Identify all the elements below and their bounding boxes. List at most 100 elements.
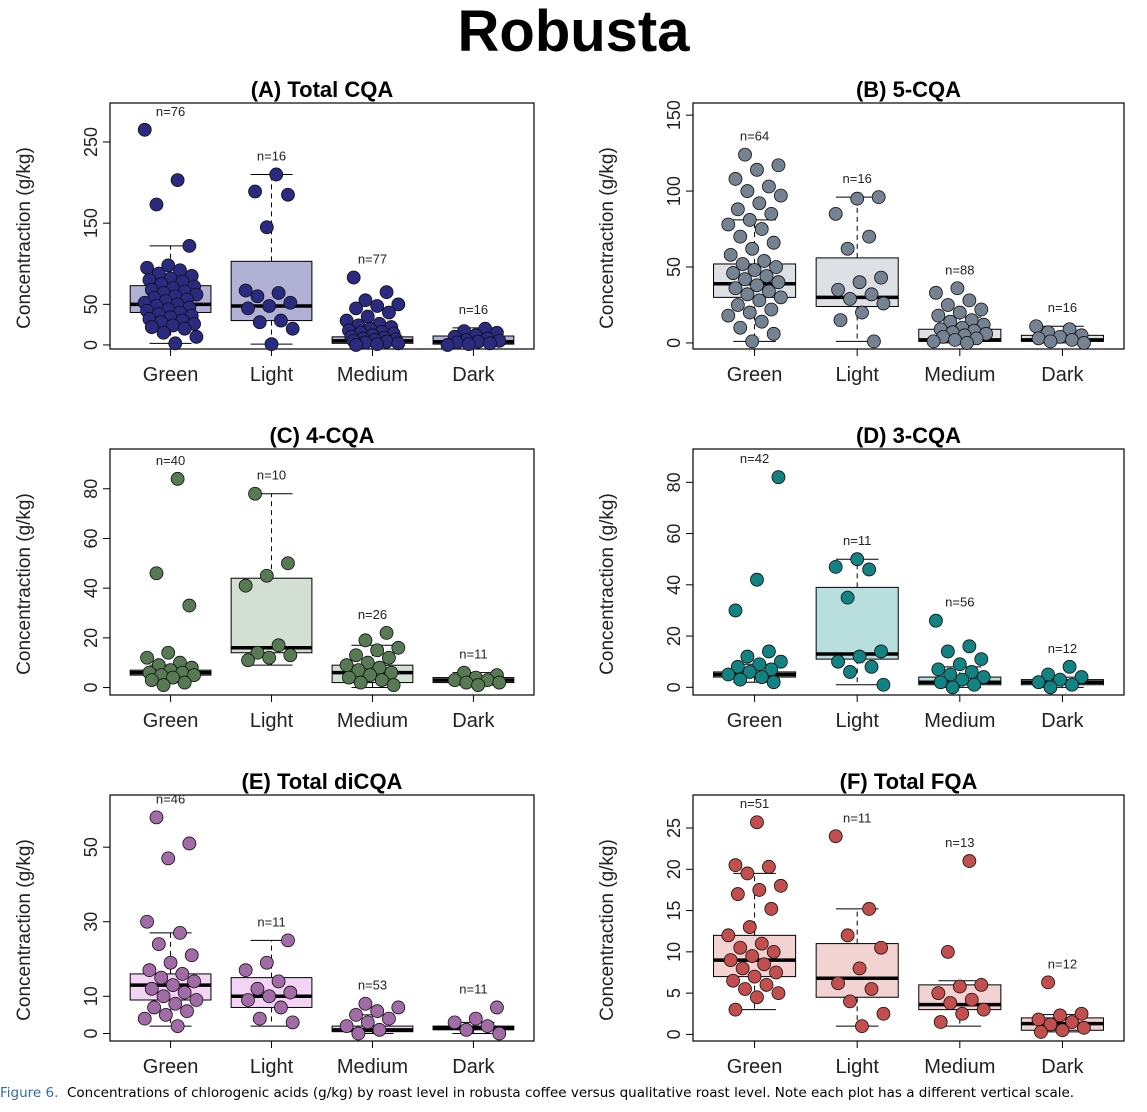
data-point (940, 944, 955, 959)
data-point (757, 957, 772, 972)
data-point (1043, 1017, 1058, 1032)
y-tick-label: 10 (81, 986, 101, 1006)
data-point (1077, 1020, 1091, 1035)
data-point (840, 590, 855, 605)
data-point (771, 986, 786, 1001)
data-point (740, 184, 755, 198)
x-tick-label: Medium (337, 710, 408, 732)
data-point (151, 937, 166, 951)
data-point (855, 305, 869, 320)
data-point (339, 1019, 354, 1033)
data-point (750, 572, 764, 587)
data-point (843, 291, 857, 306)
chart-panel: (E) Total diCQA Concentraction (g/kg) 0 10 3… (14, 769, 535, 1078)
data-point (1055, 1023, 1070, 1038)
data-point (1074, 670, 1089, 684)
count-label: n=16 (257, 148, 286, 163)
data-point (482, 336, 497, 351)
data-point (250, 645, 265, 660)
count-label: n=11 (257, 914, 285, 929)
count-label: n=11 (843, 533, 871, 548)
data-point (740, 287, 755, 302)
data-point (742, 305, 757, 320)
data-point (144, 981, 159, 996)
data-point (175, 967, 190, 981)
data-point (943, 996, 958, 1010)
data-point (955, 1006, 970, 1021)
data-point (187, 974, 201, 989)
x-tick-label: Medium (337, 364, 408, 386)
data-point (144, 673, 159, 687)
chart-panel: (C) 4-CQA Concentraction (g/kg) 0 20 40 60 80 G… (14, 423, 535, 732)
data-point (379, 285, 394, 300)
data-point (730, 202, 745, 217)
data-point (137, 1011, 152, 1026)
data-point (730, 298, 745, 312)
data-point (754, 670, 769, 684)
data-point (168, 336, 183, 351)
data-point (170, 173, 185, 188)
data-point (391, 1000, 406, 1015)
data-point (358, 633, 373, 648)
data-point (177, 675, 192, 690)
data-point (1053, 672, 1067, 687)
data-point (391, 336, 406, 351)
y-tick-label: 50 (81, 837, 101, 857)
data-point (1031, 331, 1046, 346)
data-point (750, 162, 764, 177)
data-point (370, 299, 385, 313)
data-point (252, 1011, 267, 1026)
x-tick-label: Light (250, 364, 294, 386)
count-label: n=11 (459, 647, 487, 662)
count-label: n=11 (459, 981, 487, 996)
y-tick-label: 50 (664, 257, 684, 277)
panel-title: (E) Total diCQA (242, 769, 403, 794)
data-point (173, 926, 187, 940)
x-tick-label: Green (727, 1056, 783, 1078)
data-point (358, 996, 373, 1011)
y-tick-label: 20 (664, 626, 684, 646)
data-point (271, 286, 286, 300)
data-point (955, 672, 970, 687)
data-point (730, 887, 745, 901)
data-point (766, 944, 781, 959)
y-axis-label: Concentraction (g/kg) (14, 493, 35, 675)
count-label: n=40 (156, 453, 185, 468)
data-point (962, 639, 977, 654)
data-point (252, 315, 267, 330)
data-point (852, 649, 867, 664)
data-point (156, 989, 171, 1004)
data-point (177, 321, 192, 336)
data-point (161, 645, 176, 660)
count-label: n=12 (1048, 956, 1077, 971)
data-point (156, 678, 171, 692)
data-point (351, 1026, 366, 1041)
y-axis-label: Concentraction (g/kg) (597, 839, 618, 1021)
data-point (931, 662, 946, 677)
data-point (831, 282, 845, 297)
data-point (1043, 334, 1058, 349)
data-point (358, 293, 373, 308)
x-tick-label: Green (727, 710, 783, 732)
data-point (262, 989, 277, 1004)
data-point (771, 470, 786, 485)
data-point (140, 914, 154, 929)
data-point (170, 471, 185, 486)
data-point (170, 1019, 185, 1033)
y-tick-label: 100 (664, 176, 684, 206)
y-axis-label: Concentraction (g/kg) (597, 493, 618, 675)
data-point (862, 562, 877, 577)
count-label: n=26 (358, 607, 387, 622)
panel-title: (C) 4-CQA (269, 423, 374, 448)
data-point (762, 859, 776, 874)
data-point (238, 578, 253, 593)
y-tick-label: 30 (81, 912, 101, 932)
data-point (950, 281, 965, 296)
data-point (726, 973, 740, 988)
data-point (759, 269, 774, 284)
data-point (382, 650, 396, 665)
count-label: n=12 (1048, 641, 1077, 656)
data-point (831, 654, 845, 669)
data-point (864, 659, 879, 674)
data-point (931, 308, 946, 323)
